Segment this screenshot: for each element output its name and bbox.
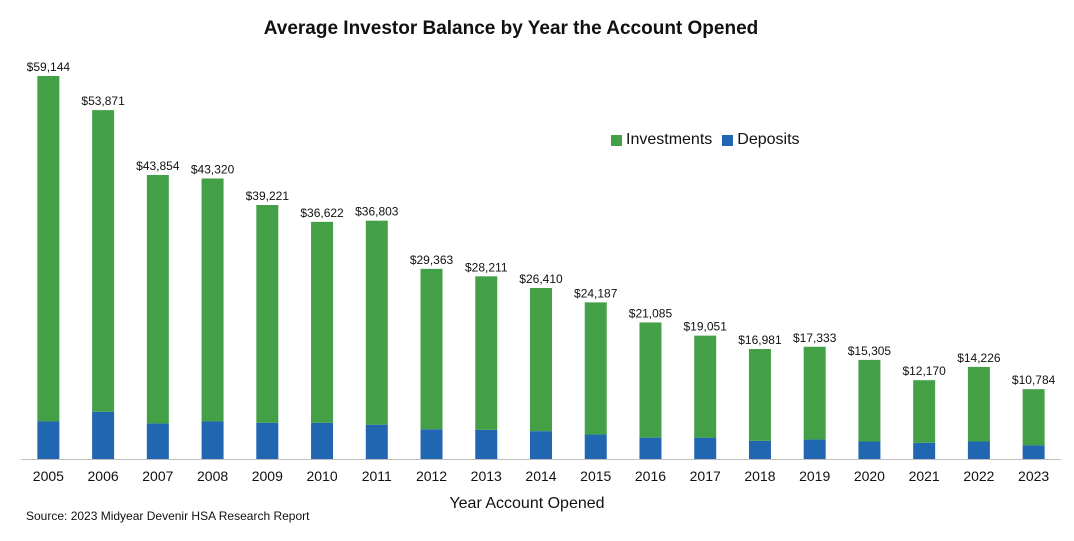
bar-investments-2010	[311, 221, 334, 423]
x-tick-label-2006: 2006	[88, 468, 119, 484]
data-labels: $59,144 $53,871 $43,854 $43,320 $39,221 $36,6…	[27, 60, 1056, 387]
x-tick-label-2021: 2021	[909, 468, 940, 484]
x-tick-label-2013: 2013	[471, 468, 502, 484]
data-label-2013: $28,211	[465, 260, 508, 274]
bar-investments-2006	[92, 110, 115, 412]
bar-deposits-2023	[1022, 445, 1045, 459]
source-note: Source: 2023 Midyear Devenir HSA Researc…	[26, 509, 310, 523]
legend-swatch-deposits	[722, 134, 734, 146]
bar-investments-2008	[201, 178, 224, 422]
bar-deposits-2014	[530, 431, 552, 459]
bar-investments-2019	[803, 346, 826, 440]
x-tick-label-2011: 2011	[362, 468, 392, 484]
x-tick-label-2010: 2010	[306, 468, 337, 484]
x-tick-label-2023: 2023	[1018, 468, 1049, 484]
bars-group	[37, 76, 1045, 459]
x-tick-label-2014: 2014	[525, 468, 556, 484]
data-label-2008: $43,320	[191, 162, 235, 176]
x-tick-label-2018: 2018	[744, 468, 775, 484]
bar-deposits-2018	[748, 440, 771, 459]
data-label-2007: $43,854	[136, 159, 180, 173]
data-label-2009: $39,221	[246, 189, 290, 203]
data-label-2016: $21,085	[629, 306, 673, 320]
bar-investments-2017	[694, 335, 717, 438]
x-tick-label-2012: 2012	[416, 468, 447, 484]
bar-investments-2023	[1022, 389, 1045, 446]
x-tick-label-2020: 2020	[854, 468, 885, 484]
data-label-2006: $53,871	[81, 94, 125, 108]
x-tick-label-2015: 2015	[580, 468, 611, 484]
data-label-2021: $12,170	[902, 364, 946, 378]
bar-investments-2013	[475, 276, 498, 430]
data-label-2022: $14,226	[957, 351, 1001, 365]
bar-investments-2007	[146, 175, 169, 424]
legend-label-deposits: Deposits	[737, 131, 800, 148]
bar-deposits-2017	[694, 437, 717, 459]
x-tick-label-2005: 2005	[33, 468, 64, 484]
data-label-2010: $36,622	[300, 206, 344, 220]
bar-deposits-2021	[913, 442, 936, 459]
bar-investments-2014	[530, 287, 552, 432]
legend: Investments Deposits	[611, 131, 810, 149]
bar-investments-2011	[365, 220, 388, 425]
bar-investments-2015	[584, 302, 607, 435]
data-label-2014: $26,410	[519, 272, 563, 286]
bar-deposits-2022	[967, 441, 990, 459]
bar-investments-2016	[639, 322, 662, 438]
chart-title: Average Investor Balance by Year the Acc…	[263, 18, 759, 39]
bar-investments-2018	[748, 349, 771, 441]
bar-investments-2020	[858, 359, 881, 442]
bar-deposits-2009	[256, 422, 279, 459]
bar-deposits-2016	[639, 437, 662, 459]
bar-investments-2012	[420, 268, 443, 430]
x-tick-label-2022: 2022	[963, 468, 994, 484]
bar-investments-2021	[913, 380, 936, 443]
data-label-2017: $19,051	[684, 320, 728, 334]
bar-deposits-2008	[201, 421, 224, 459]
bar-investments-2005	[37, 76, 60, 422]
data-label-2011: $36,803	[355, 205, 399, 219]
bar-deposits-2006	[92, 411, 115, 459]
legend-swatch-investments	[611, 134, 622, 146]
bar-investments-2022	[967, 366, 990, 442]
data-label-2012: $29,363	[410, 253, 454, 267]
data-label-2005: $59,144	[27, 60, 71, 74]
bar-deposits-2012	[420, 429, 443, 459]
legend-item-investments: Investments	[611, 131, 712, 149]
data-label-2019: $17,333	[793, 331, 837, 345]
data-label-2015: $24,187	[574, 286, 618, 300]
data-label-2023: $10,784	[1012, 373, 1056, 387]
bar-deposits-2015	[584, 434, 607, 459]
data-label-2020: $15,305	[848, 344, 892, 358]
x-tick-label-2016: 2016	[635, 468, 666, 484]
bar-deposits-2011	[365, 424, 388, 459]
bar-investments-2009	[256, 205, 279, 423]
legend-item-deposits: Deposits	[722, 131, 800, 149]
bar-deposits-2020	[858, 441, 881, 459]
x-axis-title: Year Account Opened	[449, 495, 605, 512]
bar-deposits-2019	[803, 439, 826, 459]
data-label-2018: $16,981	[738, 333, 782, 347]
x-tick-label-2017: 2017	[690, 468, 721, 484]
x-tick-label-2019: 2019	[799, 468, 830, 484]
x-tick-label-2007: 2007	[142, 468, 173, 484]
bar-deposits-2007	[146, 423, 169, 459]
bar-deposits-2010	[311, 422, 334, 459]
x-tick-labels: 2005 2006 2007 2008 2009 2010 2011 2012 2013 2014…	[33, 468, 1050, 484]
x-tick-label-2009: 2009	[252, 468, 283, 484]
legend-label-investments: Investments	[626, 131, 713, 148]
bar-deposits-2013	[475, 429, 498, 459]
x-tick-label-2008: 2008	[197, 468, 228, 484]
bar-deposits-2005	[37, 421, 60, 459]
